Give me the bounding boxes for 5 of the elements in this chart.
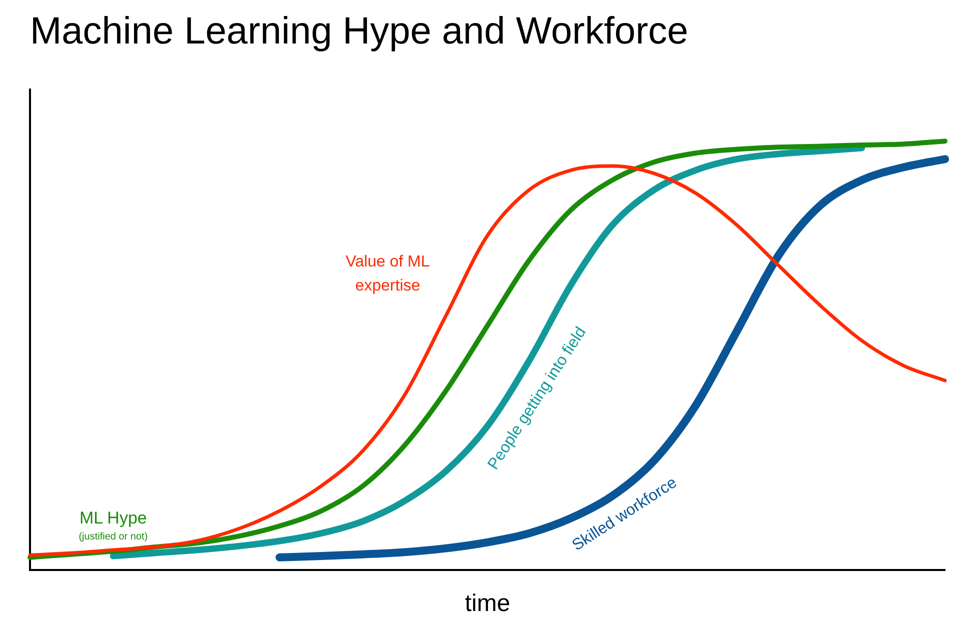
x-axis-title: time — [464, 590, 510, 618]
annotation: (justified or not) — [78, 531, 148, 542]
series-label: ML Hype — [79, 508, 147, 528]
series-label: Value of ML expertise — [346, 254, 430, 295]
chart-title: Machine Learning Hype and Workforce — [30, 10, 688, 52]
